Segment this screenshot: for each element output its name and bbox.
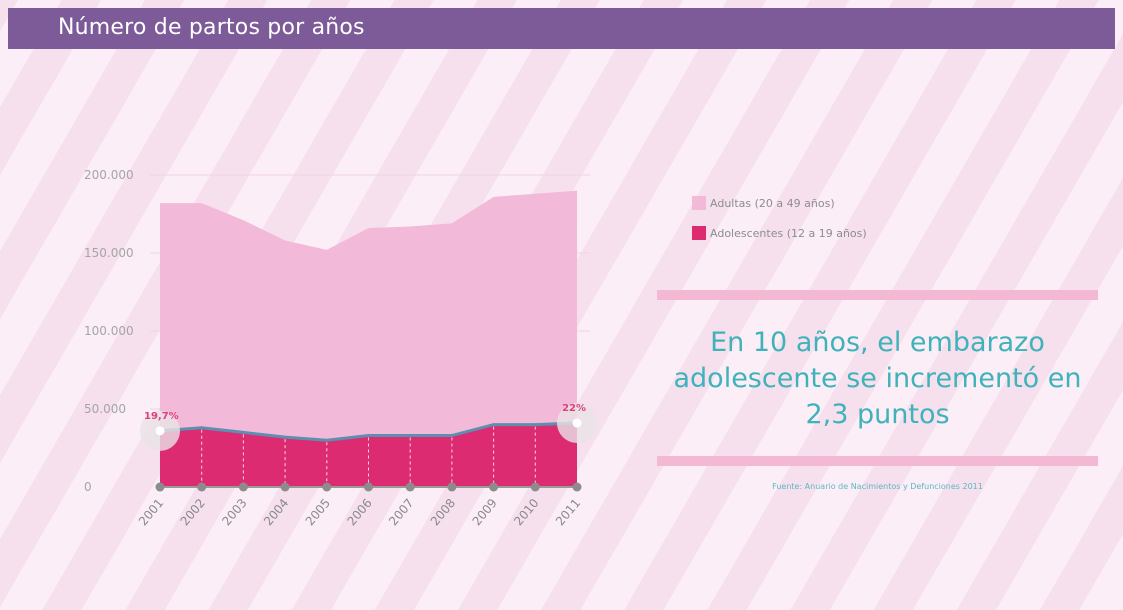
annotation-label: 19,7%: [144, 411, 179, 422]
y-tick-label: 50.000: [84, 402, 126, 416]
area-adolescentes: [160, 423, 577, 487]
legend-item-adultas: Adultas (20 a 49 años): [692, 195, 867, 211]
legend-label-adultas: Adultas (20 a 49 años): [710, 196, 835, 210]
annotation-label: 22%: [562, 403, 586, 414]
header-bar: Número de partos por años: [8, 8, 1115, 49]
y-tick-label: 100.000: [84, 324, 134, 338]
legend-swatch-adolescentes: [692, 226, 706, 240]
chart-legend: Adultas (20 a 49 años) Adolescentes (12 …: [692, 195, 867, 255]
x-tick-label: 2005: [303, 496, 333, 528]
top-divider-band: [657, 290, 1098, 300]
x-axis-dot: [280, 482, 290, 492]
x-tick-label: 2008: [428, 496, 458, 528]
x-axis-dot: [530, 482, 540, 492]
annotation-point: [572, 418, 582, 428]
line-adolescentes: [159, 421, 578, 442]
y-tick-label: 0: [84, 480, 92, 494]
x-tick-label: 2004: [261, 496, 291, 528]
x-tick-label: 2011: [553, 496, 583, 528]
y-tick-label: 200.000: [84, 168, 134, 182]
legend-label-adolescentes: Adolescentes (12 a 19 años): [710, 226, 867, 240]
legend-item-adolescentes: Adolescentes (12 a 19 años): [692, 225, 867, 241]
source-note: Fuente: Anuario de Nacimientos y Defunci…: [772, 482, 983, 491]
x-tick-label: 2007: [386, 496, 416, 528]
x-axis-dot: [489, 482, 499, 492]
annotation-point: [155, 426, 165, 436]
x-axis-dot: [447, 482, 457, 492]
page-title: Número de partos por años: [58, 15, 365, 40]
x-tick-label: 2009: [470, 496, 500, 528]
x-axis-dot: [572, 482, 582, 492]
x-axis-dot: [405, 482, 415, 492]
x-axis-dot: [155, 482, 165, 492]
x-axis-dot: [322, 482, 332, 492]
x-tick-label: 2003: [219, 496, 249, 528]
x-tick-label: 2001: [136, 496, 166, 528]
bottom-divider-band: [657, 456, 1098, 466]
x-axis-dot: [238, 482, 248, 492]
legend-swatch-adultas: [692, 196, 706, 210]
area-adultas: [160, 190, 577, 487]
x-axis-dot: [364, 482, 373, 492]
x-axis-dot: [197, 482, 207, 492]
y-tick-label: 150.000: [84, 246, 134, 260]
x-tick-label: 2006: [344, 496, 374, 528]
x-tick-label: 2010: [511, 496, 541, 528]
headline-text: En 10 años, el embarazo adolescente se i…: [673, 327, 1082, 430]
x-tick-label: 2002: [178, 496, 208, 528]
